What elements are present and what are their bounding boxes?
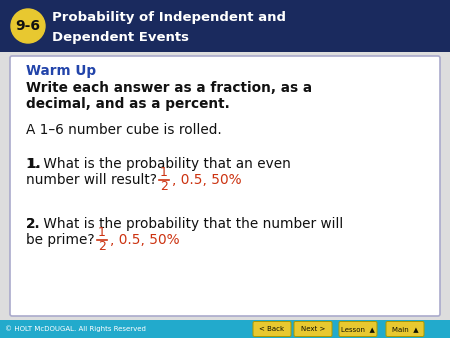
Text: decimal, and as a percent.: decimal, and as a percent.: [26, 97, 230, 111]
FancyBboxPatch shape: [253, 321, 291, 337]
Text: Lesson  ▲: Lesson ▲: [341, 326, 375, 332]
Text: 1: 1: [98, 226, 106, 240]
Text: Probability of Independent and: Probability of Independent and: [52, 11, 286, 24]
Text: 9-6: 9-6: [15, 19, 40, 33]
Text: Main  ▲: Main ▲: [392, 326, 418, 332]
Text: Next >: Next >: [301, 326, 325, 332]
Bar: [0, 0, 450, 52]
FancyBboxPatch shape: [339, 321, 377, 337]
Text: © HOLT McDOUGAL. All Rights Reserved: © HOLT McDOUGAL. All Rights Reserved: [5, 326, 146, 332]
FancyBboxPatch shape: [10, 56, 440, 316]
Text: Warm Up: Warm Up: [26, 64, 96, 78]
Text: < Back: < Back: [260, 326, 284, 332]
Text: 2.: 2.: [26, 217, 40, 231]
Text: number will result?: number will result?: [26, 173, 157, 187]
Text: Dependent Events: Dependent Events: [52, 31, 189, 45]
Text: 1. What is the probability that an even: 1. What is the probability that an even: [26, 157, 291, 171]
Circle shape: [11, 9, 45, 43]
Text: , 0.5, 50%: , 0.5, 50%: [172, 173, 242, 187]
Text: , 0.5, 50%: , 0.5, 50%: [110, 233, 180, 247]
Text: 2: 2: [160, 180, 168, 193]
FancyBboxPatch shape: [294, 321, 332, 337]
Text: A 1–6 number cube is rolled.: A 1–6 number cube is rolled.: [26, 123, 222, 137]
FancyBboxPatch shape: [386, 321, 424, 337]
Bar: [0, 320, 450, 338]
Text: 1.: 1.: [26, 157, 41, 171]
Text: 2. What is the probability that the number will: 2. What is the probability that the numb…: [26, 217, 343, 231]
Text: 1: 1: [160, 167, 168, 179]
Text: be prime?: be prime?: [26, 233, 94, 247]
Text: 2: 2: [98, 241, 106, 254]
Text: Write each answer as a fraction, as a: Write each answer as a fraction, as a: [26, 81, 312, 95]
